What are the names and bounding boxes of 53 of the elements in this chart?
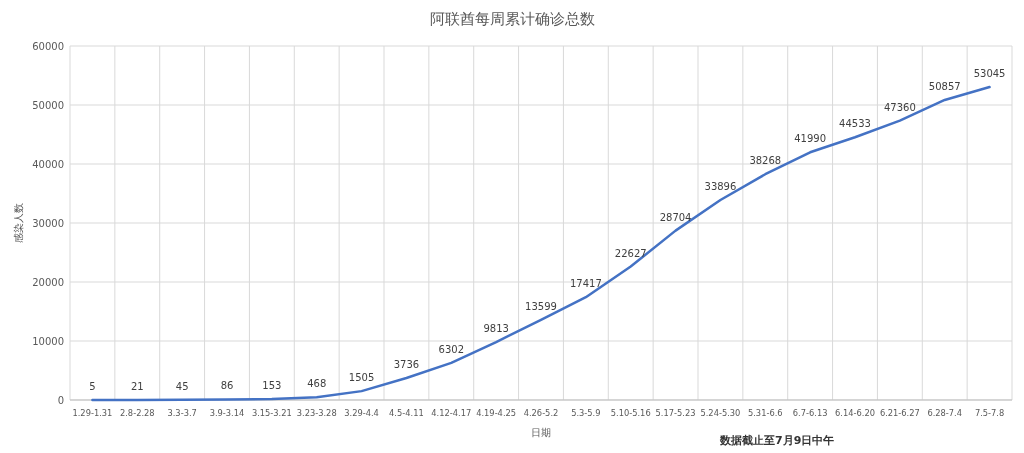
data-label: 47360 bbox=[883, 101, 916, 113]
x-tick-label: 5.31-6.6 bbox=[747, 408, 783, 418]
x-tick-label: 1.29-1.31 bbox=[72, 408, 113, 418]
x-tick-label: 3.23-3.28 bbox=[296, 408, 337, 418]
x-tick-label: 4.19-4.25 bbox=[476, 408, 517, 418]
y-tick-label: 0 bbox=[57, 395, 64, 406]
data-label: 50857 bbox=[928, 80, 961, 92]
data-label: 33896 bbox=[704, 181, 737, 193]
data-label: 1505 bbox=[348, 372, 375, 384]
data-label: 44533 bbox=[839, 118, 871, 130]
data-label: 41990 bbox=[794, 133, 827, 145]
x-tick-label: 3.29-4.4 bbox=[344, 408, 379, 418]
text: 数据截止至7月9日中午 bbox=[719, 434, 835, 447]
x-tick-label: 6.14-6.20 bbox=[835, 408, 875, 418]
y-tick-label: 40000 bbox=[32, 159, 64, 170]
data-label: 5 bbox=[89, 380, 96, 392]
data-label: 28704 bbox=[659, 211, 692, 223]
data-label: 21 bbox=[130, 380, 144, 392]
x-tick-label: 7.5-7.8 bbox=[974, 408, 1005, 418]
x-axis-title: 日期 bbox=[531, 427, 551, 438]
data-label: 53045 bbox=[973, 68, 1006, 80]
y-tick-label: 50000 bbox=[32, 100, 64, 111]
x-tick-label: 5.17-5.23 bbox=[655, 408, 696, 418]
x-tick-label: 4.5-4.11 bbox=[389, 408, 424, 418]
x-tick-label: 3.3-3.7 bbox=[167, 408, 197, 418]
x-tick-label: 5.3-5.9 bbox=[571, 408, 601, 418]
x-tick-label: 4.12-4.17 bbox=[431, 408, 472, 418]
data-label: 38268 bbox=[749, 155, 782, 167]
x-tick-label: 6.28-7.4 bbox=[927, 408, 963, 418]
x-tick-label: 4.26-5.2 bbox=[523, 408, 559, 418]
y-axis-title: 感染人数 bbox=[13, 203, 24, 243]
data-label: 86 bbox=[220, 380, 234, 392]
chart-title: 阿联酋每周累计确诊总数 bbox=[429, 10, 595, 28]
x-tick-label: 2.8-2.28 bbox=[119, 408, 155, 418]
data-label: 6302 bbox=[438, 343, 465, 355]
x-tick-label: 3.15-3.21 bbox=[251, 408, 292, 418]
y-tick-label: 30000 bbox=[32, 218, 64, 229]
data-label: 153 bbox=[262, 380, 282, 392]
y-tick-label: 10000 bbox=[32, 336, 64, 347]
x-tick-label: 3.9-3.14 bbox=[209, 408, 245, 418]
y-tick-label: 20000 bbox=[32, 277, 64, 288]
x-tick-label: 6.7-6.13 bbox=[792, 408, 828, 418]
data-label: 3736 bbox=[393, 358, 420, 370]
data-label: 22627 bbox=[614, 247, 647, 259]
data-label: 17417 bbox=[569, 278, 602, 290]
x-tick-label: 5.24-5.30 bbox=[700, 408, 741, 418]
data-label: 9813 bbox=[483, 323, 509, 335]
x-tick-label: 6.21-6.27 bbox=[879, 408, 920, 418]
x-tick-label: 5.10-5.16 bbox=[610, 408, 651, 418]
y-tick-label: 60000 bbox=[32, 41, 64, 52]
data-label: 468 bbox=[307, 378, 327, 390]
data-label: 13599 bbox=[525, 300, 557, 312]
data-label: 45 bbox=[175, 380, 189, 392]
